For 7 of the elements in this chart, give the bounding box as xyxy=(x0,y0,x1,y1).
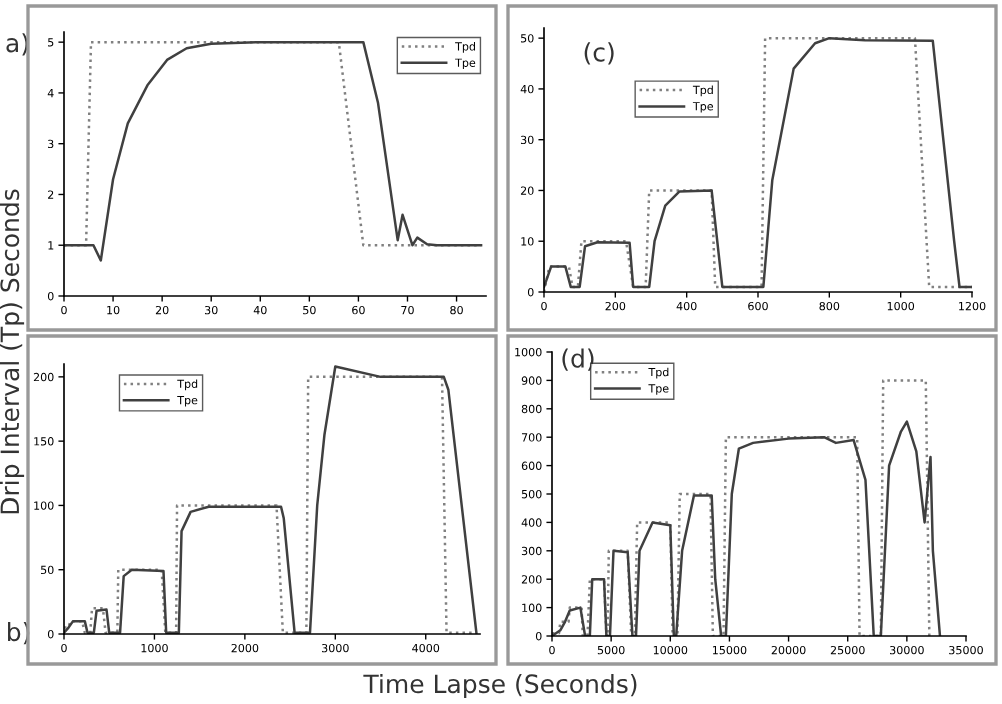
annotation: (c) xyxy=(584,42,614,65)
y-axis-title: Drip Interval (Tp) Seconds xyxy=(0,189,25,514)
x-axis-title: Time Lapse (Seconds) xyxy=(363,673,637,699)
line-series xyxy=(552,420,942,636)
text: a) xyxy=(6,33,28,56)
line-series xyxy=(552,379,931,636)
annotation: (d) xyxy=(562,348,594,371)
